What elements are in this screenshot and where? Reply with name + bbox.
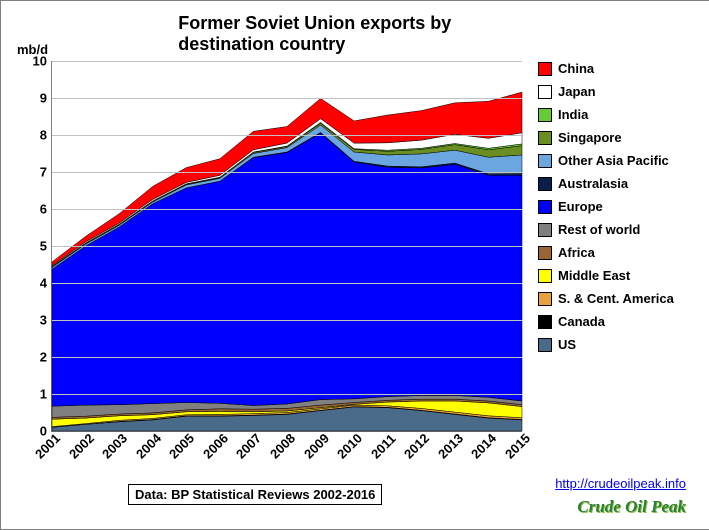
legend-label: S. & Cent. America [558, 291, 674, 306]
legend-label: Africa [558, 245, 595, 260]
gridline [52, 172, 522, 173]
legend-swatch [538, 269, 552, 283]
legend-swatch [538, 315, 552, 329]
gridline [52, 357, 522, 358]
ytick-label: 5 [27, 239, 47, 254]
ytick-label: 4 [27, 276, 47, 291]
legend-item: Africa [538, 245, 698, 260]
ytick-label: 1 [27, 387, 47, 402]
legend-label: Australasia [558, 176, 628, 191]
credit-logo: Crude Oil Peak [577, 497, 686, 517]
ytick-label: 9 [27, 91, 47, 106]
legend-swatch [538, 246, 552, 260]
xtick-label: 2006 [200, 431, 231, 462]
gridline [52, 209, 522, 210]
gridline [52, 61, 522, 62]
legend-swatch [538, 85, 552, 99]
legend-swatch [538, 292, 552, 306]
legend-item: China [538, 61, 698, 76]
xtick-label: 2010 [334, 431, 365, 462]
area-series [52, 133, 522, 406]
legend-label: Rest of world [558, 222, 640, 237]
legend-swatch [538, 223, 552, 237]
xtick-label: 2013 [435, 431, 466, 462]
legend-swatch [538, 338, 552, 352]
legend-item: S. & Cent. America [538, 291, 698, 306]
xtick-label: 2002 [66, 431, 97, 462]
legend-label: Other Asia Pacific [558, 153, 669, 168]
plot-area: 0123456789102001200220032004200520062007… [51, 61, 522, 432]
legend-swatch [538, 131, 552, 145]
legend-label: Canada [558, 314, 605, 329]
legend-label: China [558, 61, 594, 76]
ytick-label: 6 [27, 202, 47, 217]
xtick-label: 2011 [368, 431, 399, 462]
legend-item: Rest of world [538, 222, 698, 237]
legend-item: India [538, 107, 698, 122]
legend-item: Singapore [538, 130, 698, 145]
legend-label: Middle East [558, 268, 630, 283]
legend-item: Middle East [538, 268, 698, 283]
legend-item: Australasia [538, 176, 698, 191]
legend-item: Other Asia Pacific [538, 153, 698, 168]
legend-label: Singapore [558, 130, 622, 145]
legend-label: US [558, 337, 576, 352]
xtick-label: 2008 [267, 431, 298, 462]
ytick-label: 2 [27, 350, 47, 365]
legend-swatch [538, 177, 552, 191]
ytick-label: 8 [27, 128, 47, 143]
ytick-label: 3 [27, 313, 47, 328]
legend-swatch [538, 108, 552, 122]
gridline [52, 135, 522, 136]
legend-label: Japan [558, 84, 596, 99]
xtick-label: 2007 [233, 431, 264, 462]
chart-title: Former Soviet Union exports by destinati… [178, 13, 533, 55]
gridline [52, 283, 522, 284]
credit-link[interactable]: http://crudeoilpeak.info [555, 476, 686, 491]
legend-label: India [558, 107, 588, 122]
xtick-label: 2014 [468, 431, 499, 462]
legend-item: Japan [538, 84, 698, 99]
legend-swatch [538, 200, 552, 214]
xtick-label: 2015 [502, 431, 533, 462]
legend: China Japan India Singapore Other Asia Pacif… [538, 61, 698, 360]
gridline [52, 394, 522, 395]
legend-label: Europe [558, 199, 603, 214]
data-source-label: Data: BP Statistical Reviews 2002-2016 [128, 484, 382, 505]
ytick-label: 10 [27, 54, 47, 69]
xtick-label: 2004 [133, 431, 164, 462]
ytick-label: 7 [27, 165, 47, 180]
legend-item: Europe [538, 199, 698, 214]
gridline [52, 98, 522, 99]
xtick-label: 2009 [301, 431, 332, 462]
legend-swatch [538, 62, 552, 76]
xtick-label: 2003 [99, 431, 130, 462]
xtick-label: 2012 [401, 431, 432, 462]
gridline [52, 320, 522, 321]
ytick-label: 0 [27, 424, 47, 439]
legend-item: Canada [538, 314, 698, 329]
gridline [52, 246, 522, 247]
legend-item: US [538, 337, 698, 352]
chart-container: Former Soviet Union exports by destinati… [0, 0, 709, 530]
xtick-label: 2005 [166, 431, 197, 462]
legend-swatch [538, 154, 552, 168]
